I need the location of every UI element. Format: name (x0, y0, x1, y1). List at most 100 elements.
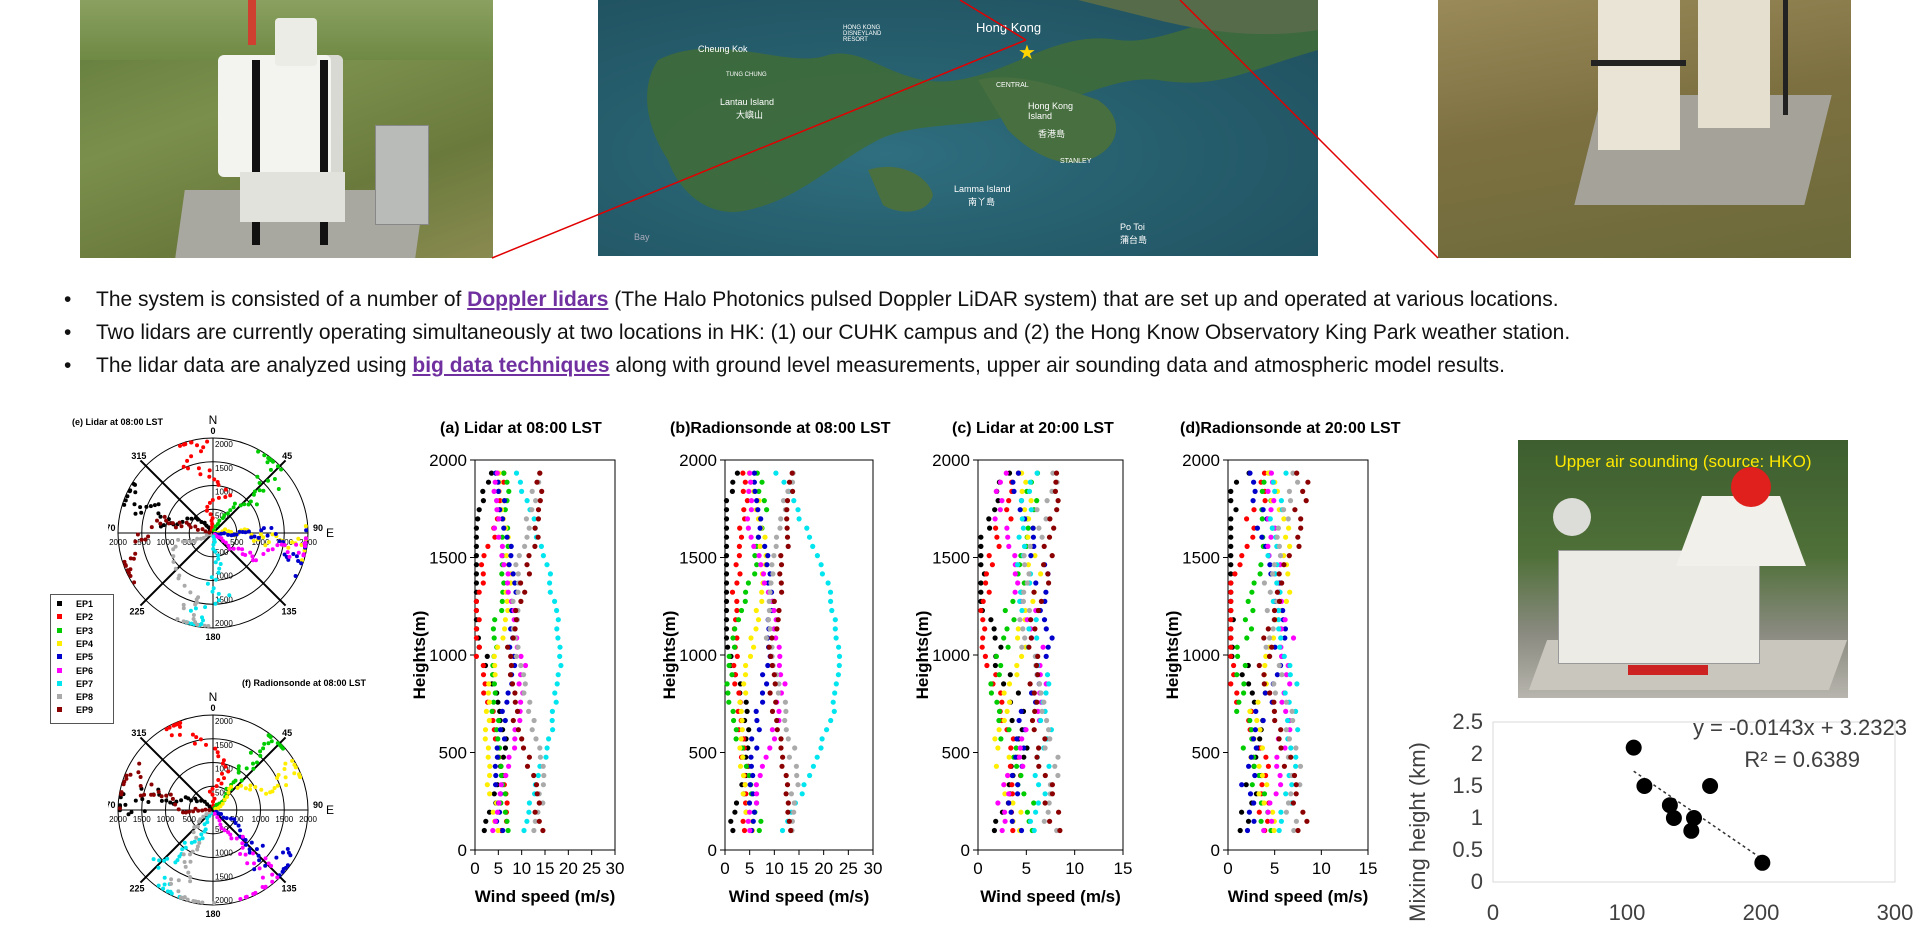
profile-point (1004, 626, 1010, 632)
profile-point (1290, 635, 1297, 641)
trajectory-point (207, 468, 212, 473)
trajectory-point (232, 501, 237, 506)
trajectory-point (216, 556, 221, 561)
doppler-lidars-link[interactable]: Doppler lidars (467, 288, 609, 311)
profile-point (481, 553, 487, 559)
profile-point (1034, 635, 1040, 641)
trajectory-point (121, 782, 126, 787)
trajectory-point (204, 523, 209, 528)
trajectory-point (281, 746, 285, 751)
trajectory-point (234, 836, 239, 841)
y-tick-label: 2000 (1182, 451, 1220, 470)
profile-point (1010, 827, 1016, 834)
profile-point (754, 498, 760, 504)
trajectory-point (216, 754, 221, 759)
trajectory-point (219, 531, 224, 536)
y-axis-label: Heights(m) (660, 611, 679, 700)
profile-point (1046, 580, 1052, 586)
profile-point (1274, 589, 1280, 595)
profile-point (736, 553, 742, 559)
profile-point (501, 580, 507, 586)
big-data-techniques-link[interactable]: big data techniques (412, 354, 610, 377)
profile-point (784, 782, 791, 788)
profile-point (1005, 644, 1011, 650)
profile-point (473, 553, 479, 559)
profile-point (540, 827, 546, 834)
profile-point (540, 782, 546, 788)
profile-point (487, 791, 493, 797)
profile-point (1055, 754, 1061, 760)
trajectory-point (118, 803, 122, 808)
profile-point (532, 818, 538, 824)
profile-point (1248, 626, 1255, 632)
profile-point (1235, 653, 1241, 659)
x-tick-label: 5 (1270, 859, 1279, 878)
trajectory-point (133, 551, 138, 556)
trajectory-point (192, 839, 197, 844)
x-axis-label: Wind speed (m/s) (1228, 887, 1369, 906)
bullet-3-text-end: along with ground level measurements, up… (609, 354, 1505, 377)
map-label-7: Hong Kong Island (1028, 101, 1074, 121)
profile-point (527, 699, 533, 705)
profile-point (537, 498, 543, 504)
profile-point (520, 745, 527, 751)
trajectory-point (192, 825, 197, 830)
profile-point (476, 589, 482, 595)
trajectory-point (269, 526, 274, 530)
trajectory-point (193, 806, 198, 811)
trajectory-point (261, 746, 266, 751)
profile-point (504, 699, 510, 705)
trajectory-point (191, 617, 196, 621)
legend-label: EP3 (76, 625, 94, 636)
profile-point (998, 644, 1004, 650)
trajectory-point (123, 498, 128, 503)
profile-point (1043, 626, 1049, 632)
profile-point (495, 827, 501, 834)
polar-plot-lidar: N0180S90E270W451352253152000150010005005… (108, 413, 334, 640)
profile-point (1046, 681, 1052, 687)
profile-point (1297, 763, 1304, 769)
profile-point (485, 745, 491, 751)
profile-point (1022, 635, 1028, 641)
trajectory-point (280, 869, 285, 874)
profile-point (1032, 553, 1038, 559)
profile-point (1228, 488, 1234, 494)
trajectory-point (182, 840, 187, 845)
trajectory-point (162, 858, 167, 863)
profile-point (1290, 470, 1296, 476)
polar-ring-label: 1500 (215, 464, 233, 473)
profile-point (532, 543, 538, 549)
trajectory-point (225, 794, 229, 799)
profile-point (1237, 827, 1243, 834)
profile-point (740, 791, 746, 797)
trajectory-point (162, 882, 167, 887)
trajectory-point (168, 792, 173, 797)
trajectory-point (282, 543, 287, 548)
profile-point (1012, 589, 1018, 595)
profile-point (1244, 516, 1250, 522)
map-label-6: CENTRAL (996, 82, 1029, 89)
profile-point (1282, 626, 1288, 632)
profile-point (1049, 791, 1055, 797)
trajectory-point (156, 865, 161, 870)
y-axis-label: Heights(m) (410, 611, 429, 700)
profile-point (495, 488, 501, 494)
profile-point (499, 553, 505, 559)
profile-point (1281, 562, 1287, 568)
trajectory-point (191, 613, 196, 617)
legend-item: EP8 (55, 692, 93, 705)
profile-point (1241, 690, 1247, 696)
trajectory-point (206, 624, 211, 628)
trajectory-point (222, 531, 227, 536)
trajectory-point (296, 536, 301, 541)
profile-point (497, 791, 503, 797)
profile-point (1019, 736, 1025, 742)
profile-point (759, 598, 765, 604)
y-tick-label: 0 (708, 841, 717, 860)
trajectory-point (256, 853, 261, 858)
trajectory-point (146, 534, 151, 539)
profile-point (748, 635, 754, 641)
location-star-icon: ★ (1018, 42, 1036, 64)
profile-point (1008, 809, 1014, 815)
scatter-point (1636, 778, 1653, 794)
